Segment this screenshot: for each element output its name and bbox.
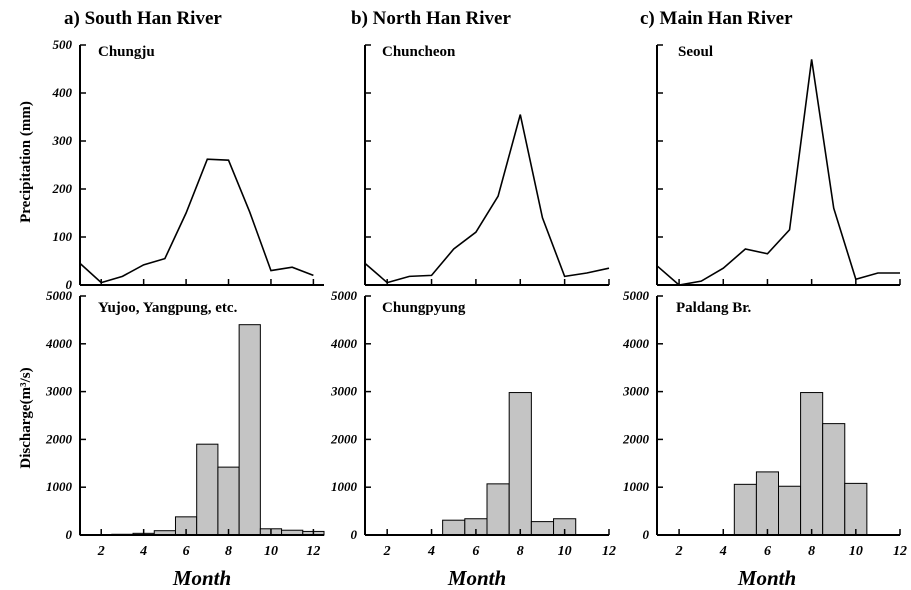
- panel-b-discharge-bar-5: [442, 519, 466, 536]
- panel-a-discharge-xtick-label-12: 12: [306, 544, 320, 559]
- panel-a-title: a) South Han River: [64, 8, 222, 29]
- panel-a-discharge-xtick-label-10: 10: [264, 544, 278, 559]
- panel-c-discharge-group: 0 1000 2000 3000 4000 5000 2 4 6 8 10 12: [622, 288, 907, 559]
- panel-c-discharge-ytick-label-0: 0: [643, 527, 650, 542]
- panel-b-bottom-site-label: Chungpyung: [382, 300, 466, 316]
- panel-c-discharge-ytick-label-2000: 2000: [622, 431, 650, 446]
- panel-c-discharge-xtick-label-2: 2: [675, 544, 683, 559]
- panel-c-top-site-label: Seoul: [678, 44, 713, 60]
- panel-a-discharge-bar-7: [196, 443, 219, 536]
- panel-a-discharge-xtick-label-4: 4: [139, 544, 147, 559]
- panel-b: b) North Han River Chuncheon Chungpyung …: [351, 8, 511, 590]
- panel-c-x-axis-label: Month: [737, 566, 796, 590]
- panel-c-discharge-ytick-label-1000: 1000: [623, 479, 650, 494]
- panel-a-discharge-ytick-label-0: 0: [66, 527, 73, 542]
- panel-a-discharge-ytick-label-4000: 4000: [45, 336, 73, 351]
- panel-c-discharge-ytick-label-5000: 5000: [623, 288, 650, 303]
- discharge-axis-label: Discharge(m³/s): [18, 367, 34, 468]
- panel-b-top-site-label: Chuncheon: [382, 44, 456, 60]
- panel-b-title: b) North Han River: [351, 8, 511, 29]
- panel-b-discharge-ytick-label-4000: 4000: [330, 336, 358, 351]
- panel-a-discharge-ytick-label-5000: 5000: [46, 288, 73, 303]
- panel-a-x-axis-label: Month: [172, 566, 231, 590]
- panel-a: a) South Han River Chungju Yujoo, Yangpu…: [18, 8, 238, 590]
- panel-b-discharge-xtick-label-2: 2: [383, 544, 391, 559]
- panel-a-precip-ytick-label-0: 0: [66, 277, 73, 292]
- panel-a-precip-line: [79, 158, 314, 284]
- panel-b-precip-group: [364, 44, 610, 286]
- panel-c-discharge-bar-5: [733, 483, 757, 536]
- panel-c-title: c) Main Han River: [640, 8, 793, 29]
- panel-c-discharge-xtick-label-10: 10: [849, 544, 863, 559]
- panel-b-discharge-xtick-label-4: 4: [427, 544, 435, 559]
- panel-a-discharge-bar-8: [217, 466, 240, 536]
- panel-b-discharge-ytick-label-2000: 2000: [330, 431, 358, 446]
- panel-c-discharge-bar-9: [822, 423, 846, 536]
- panel-a-discharge-ytick-label-1000: 1000: [46, 479, 73, 494]
- panel-a-discharge-group: 0 1000 2000 3000 4000 5000 2 4 6 8 10 12: [45, 288, 325, 559]
- panel-c-discharge-xtick-label-8: 8: [808, 544, 815, 559]
- panel-a-discharge-ytick-label-2000: 2000: [45, 431, 73, 446]
- panel-c-discharge-xtick-label-6: 6: [764, 544, 771, 559]
- panel-a-precip-ytick-label-500: 500: [53, 37, 73, 52]
- panel-a-precip-ytick-label-400: 400: [52, 85, 73, 100]
- panel-b-discharge-ytick-label-0: 0: [351, 527, 358, 542]
- panel-b-precip-line: [364, 114, 610, 284]
- panel-c-precip-group: [656, 44, 901, 286]
- panel-c-discharge-xtick-label-4: 4: [719, 544, 727, 559]
- panel-b-discharge-bar-8: [508, 392, 532, 536]
- panel-a-discharge-xtick-label-8: 8: [225, 544, 232, 559]
- panel-c-discharge-ytick-label-3000: 3000: [622, 384, 650, 399]
- panel-a-precip-ytick-label-100: 100: [53, 229, 73, 244]
- panel-b-discharge-ytick-label-5000: 5000: [331, 288, 358, 303]
- panel-a-discharge-xtick-label-2: 2: [97, 544, 105, 559]
- panel-c-bottom-site-label: Paldang Br.: [676, 300, 752, 316]
- panel-a-bottom-site-label: Yujoo, Yangpung, etc.: [98, 300, 238, 316]
- panel-c-precip-line: [656, 59, 900, 286]
- panel-b-discharge-bar-9: [530, 521, 555, 536]
- panel-b-x-axis-label: Month: [447, 566, 506, 590]
- panel-c-discharge-bar-7: [778, 485, 802, 536]
- panel-c-discharge-ytick-label-4000: 4000: [622, 336, 650, 351]
- panel-c-discharge-xtick-label-12: 12: [893, 544, 907, 559]
- panel-a-precip-ytick-label-200: 200: [52, 181, 73, 196]
- panel-b-discharge-xtick-label-10: 10: [558, 544, 572, 559]
- panel-b-discharge-xtick-label-8: 8: [517, 544, 524, 559]
- panel-b-discharge-ytick-label-1000: 1000: [331, 479, 358, 494]
- panel-b-discharge-xtick-label-6: 6: [472, 544, 479, 559]
- panel-b-discharge-ytick-label-3000: 3000: [330, 384, 358, 399]
- panel-b-discharge-xtick-label-12: 12: [602, 544, 616, 559]
- panel-a-precip-group: 0 100 200 300 400 500: [52, 37, 324, 292]
- panel-a-discharge-bar-9: [238, 324, 261, 536]
- panel-a-discharge-xtick-label-6: 6: [183, 544, 190, 559]
- precipitation-axis-label: Precipitation (mm): [18, 101, 34, 223]
- panel-b-discharge-bar-7: [486, 483, 510, 536]
- panel-c-discharge-bar-8: [800, 392, 824, 536]
- panel-a-precip-ytick-label-300: 300: [52, 133, 73, 148]
- panel-c-discharge-bar-6: [755, 471, 780, 536]
- panel-b-discharge-group: 0 1000 2000 3000 4000 5000 2 4 6 8 10 12: [330, 288, 616, 559]
- panel-c: c) Main Han River Seoul Paldang Br. Mont…: [640, 8, 796, 590]
- panel-a-discharge-ytick-label-3000: 3000: [45, 384, 73, 399]
- panel-c-discharge-bar-10: [844, 482, 868, 536]
- panel-a-top-site-label: Chungju: [98, 44, 155, 60]
